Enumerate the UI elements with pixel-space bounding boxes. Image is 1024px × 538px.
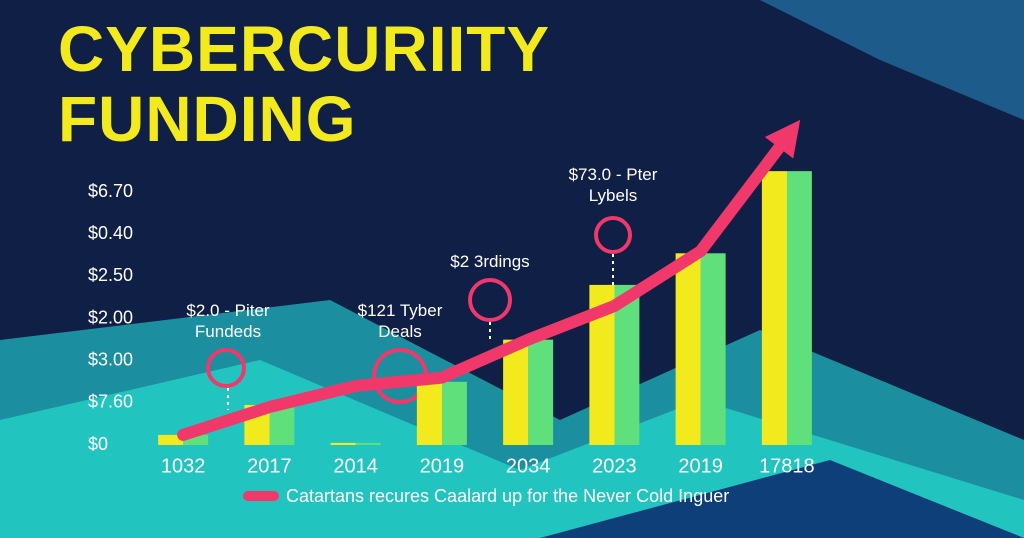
annotation-line: $73.0 - Pter bbox=[569, 165, 658, 184]
y-tick-label: $6.70 bbox=[88, 181, 133, 201]
x-tick-label: 17818 bbox=[759, 455, 815, 477]
trend-line bbox=[177, 131, 793, 441]
y-tick-label: $2.50 bbox=[88, 265, 133, 285]
x-tick-label: 2014 bbox=[333, 455, 378, 477]
annotation: $2.0 - Piter Fundeds bbox=[186, 301, 269, 341]
y-tick-label: $3.00 bbox=[88, 349, 133, 369]
bar bbox=[761, 171, 812, 445]
bar bbox=[675, 253, 726, 445]
legend-label: Catartans recures Caalard up for the Nev… bbox=[286, 486, 729, 506]
x-tick-label: 2019 bbox=[678, 455, 723, 477]
annotation-line: Fundeds bbox=[195, 322, 261, 341]
x-tick-label: 2017 bbox=[247, 455, 292, 477]
y-tick-label: $0 bbox=[88, 434, 108, 454]
annotation-leaders bbox=[227, 254, 614, 410]
annotation: $2 3rdings bbox=[450, 252, 529, 271]
bar bbox=[330, 442, 381, 445]
annotation-line: $2.0 - Piter bbox=[186, 301, 269, 320]
bar bbox=[416, 381, 467, 445]
annotation-line: Deals bbox=[378, 322, 421, 341]
bar bbox=[503, 339, 554, 445]
y-tick-label: $2.00 bbox=[88, 307, 133, 327]
annotation-line: $2 3rdings bbox=[450, 252, 529, 271]
trend-arrowhead bbox=[764, 119, 801, 159]
x-tick-label: 2023 bbox=[592, 455, 637, 477]
x-tick-label: 2019 bbox=[420, 455, 465, 477]
annotation: $121 Tyber Deals bbox=[358, 301, 443, 341]
y-tick-label: $7.60 bbox=[88, 392, 133, 412]
legend-swatch bbox=[243, 491, 279, 501]
annotation-line: $121 Tyber bbox=[358, 301, 443, 320]
annotation-icons bbox=[206, 216, 632, 404]
annotation: $73.0 - Pter Lybels bbox=[569, 165, 658, 205]
annotation-line: Lybels bbox=[589, 186, 638, 205]
chart-title: CYBERCURIITY FUNDING bbox=[58, 13, 549, 155]
y-tick-label: $0.40 bbox=[88, 223, 133, 243]
x-tick-label: 2034 bbox=[506, 455, 551, 477]
x-tick-label: 1032 bbox=[161, 455, 206, 477]
